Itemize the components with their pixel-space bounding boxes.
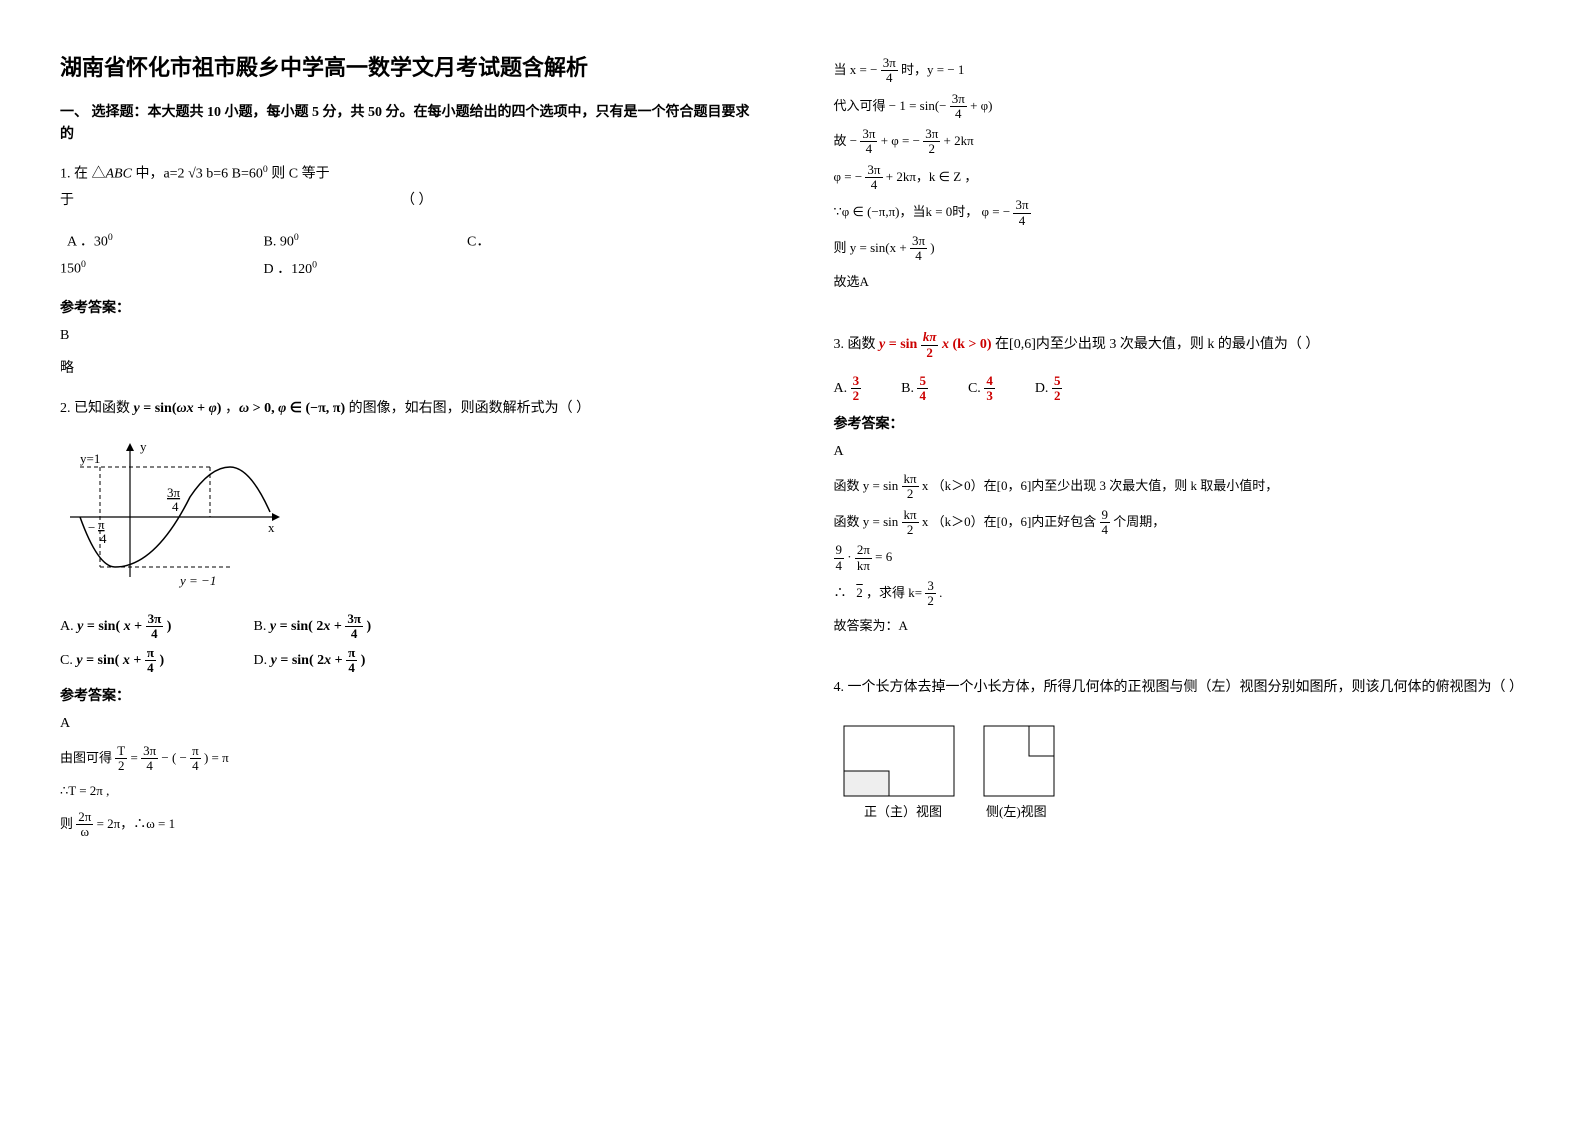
doc-title: 湖南省怀化市祖市殿乡中学高一数学文月考试题含解析	[60, 50, 754, 82]
q2-stem-b: 的图像，如右图，则函数解析式为（ ）	[349, 401, 591, 416]
q2-work-r7: 故选A	[834, 270, 1528, 295]
q2-work-2: ∴T = 2π ,	[60, 779, 754, 804]
right-column: 当 x = − 3π4 时，y = − 1 代入可得 − 1 = sin(− 3…	[834, 50, 1528, 846]
q1-choices: A ．300 B. 900 C． 1500 D ．1200	[60, 229, 754, 284]
q1-C: 150	[60, 262, 81, 277]
q3-choices: A. 32 B. 54 C. 43 D. 52	[834, 374, 1528, 404]
q4-stem: 4. 一个长方体去掉一个小长方体，所得几何体的正视图与侧（左）视图分别如图所，则…	[834, 675, 1528, 702]
q2-ans: A	[60, 711, 754, 738]
q2-graph: y x y=1 y = −1 3π 4 − π 4	[60, 437, 754, 602]
q3-stem-a: 3. 函数	[834, 337, 876, 352]
left-column: 湖南省怀化市祖市殿乡中学高一数学文月考试题含解析 一、 选择题：本大题共 10 …	[60, 50, 754, 846]
q3-ans-label: 参考答案：	[834, 413, 1528, 433]
lbl-3pi: 3π	[167, 485, 181, 500]
q2-work-r3: 故 − 3π4 + φ = − 3π2 + 2kπ	[834, 127, 1528, 157]
q1-stem-d: 则 C 等于	[271, 166, 329, 181]
axis-x-label: x	[268, 520, 275, 535]
q3-w5: 故答案为：A	[834, 614, 1528, 639]
q2-ans-label: 参考答案：	[60, 685, 754, 705]
lbl-pi-d: 4	[100, 531, 107, 546]
q2-choices-row2: C. y = sin( x + π4 ) D. y = sin( 2x + π4…	[60, 646, 754, 676]
lbl-neg: −	[88, 520, 95, 535]
q3: 3. 函数 y = sin kπ2 x (k > 0) 在[0,6]内至少出现 …	[834, 330, 1528, 360]
q1-stem-b: 中，a=2	[135, 166, 184, 181]
front-view-label: 正（主）视图	[864, 804, 942, 819]
axis-y-label: y	[140, 439, 147, 454]
q3-w1: 函数 y = sin kπ2 x （k＞0）在[0，6]内至少出现 3 次最大值…	[834, 472, 1528, 502]
q2-work-r6: 则 y = sin(x + 3π4 )	[834, 234, 1528, 264]
section-1-head: 一、 选择题：本大题共 10 小题，每小题 5 分，共 50 分。在每小题给出的…	[60, 102, 754, 147]
q3-ans: A	[834, 439, 1528, 466]
q1-A: A ．30	[67, 234, 108, 249]
q3-w3: 94 · 2πkπ = 6	[834, 543, 1528, 573]
q1: 1. 在 △ABC 中，a=2 √3 b=6 B=600 则 C 等于 于 （ …	[60, 161, 754, 215]
q3-formula: y = sin	[879, 337, 921, 352]
q2-work-r5: ∵φ ∈ (−π,π)，当k = 0时， φ = − 3π4	[834, 198, 1528, 228]
side-view-label: 侧(左)视图	[986, 804, 1047, 819]
q1-note: 略	[60, 356, 754, 383]
q1-paren: （ ）	[401, 193, 433, 208]
q1-sqrt: √3	[188, 166, 203, 181]
q1-ans: B	[60, 323, 754, 350]
q1-D: D ．120	[264, 262, 313, 277]
q1-deg: 0	[263, 164, 268, 175]
q1-stem-a: 1. 在	[60, 166, 88, 181]
q3-w4: ∴ 2 ，求得 k= 32 .	[834, 579, 1528, 609]
q2-work-r2: 代入可得 − 1 = sin(− 3π4 + φ)	[834, 92, 1528, 122]
q3-stem-b: 在[0,6]内至少出现 3 次最大值，则 k 的最小值为（ ）	[995, 337, 1319, 352]
q2-work-1: 由图可得 T2 = 3π4 − ( − π4 ) = π	[60, 744, 754, 774]
q2-cond: ，ω > 0, φ ∈ (−π, π)	[225, 401, 345, 416]
lbl-y1: y=1	[80, 451, 100, 466]
q1-stem-c: b=6 B=60	[206, 166, 263, 181]
q2-choices-row1: A. y = sin( x + 3π4 ) B. y = sin( 2x + 3…	[60, 612, 754, 642]
lbl-3pi-d: 4	[172, 499, 179, 514]
q2-work-3: 则 2πω = 2π，∴ω = 1	[60, 810, 754, 840]
lbl-ym1: y = −1	[178, 573, 216, 588]
q2-stem-a: 2. 已知函数	[60, 401, 130, 416]
q1-ans-label: 参考答案：	[60, 297, 754, 317]
q4-views: 正（主）视图 侧(左)视图	[834, 716, 1528, 831]
q2-work-r4: φ = − 3π4 + 2kπ，k ∈ Z ，	[834, 163, 1528, 193]
q2: 2. 已知函数 y = sin(ωx + φ) ，ω > 0, φ ∈ (−π,…	[60, 396, 754, 423]
q1-triangle: △ABC	[92, 166, 136, 181]
lbl-pi: π	[98, 517, 105, 532]
q2-work-r1: 当 x = − 3π4 时，y = − 1	[834, 56, 1528, 86]
q3-w2: 函数 y = sin kπ2 x （k＞0）在[0，6]内正好包含 94 个周期…	[834, 508, 1528, 538]
q1-B: B. 90	[264, 234, 294, 249]
q2-formula: y = sin(ωx + φ)	[134, 401, 222, 416]
